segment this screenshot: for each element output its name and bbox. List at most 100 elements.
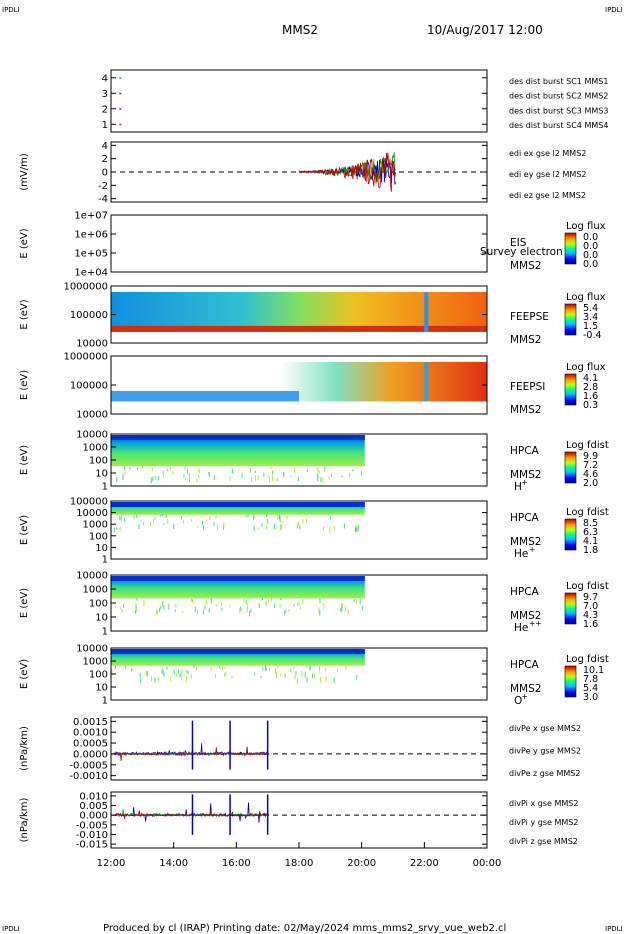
y-axis-label: E (eV) bbox=[19, 659, 30, 689]
speckle bbox=[160, 513, 162, 517]
time-axis: 12:00 14:00 16:00 18:00 20:00 22:00 00:00 bbox=[97, 842, 501, 869]
speckle bbox=[119, 526, 121, 532]
speckle bbox=[318, 470, 320, 474]
speckle bbox=[193, 664, 195, 668]
speckle bbox=[270, 465, 272, 470]
panel-edi: 4 2 0 -2 -4 (mV/m) edi ex gse l2 MMS2 edi ey gs… bbox=[19, 141, 587, 205]
speckle bbox=[143, 600, 145, 606]
speckle bbox=[245, 515, 247, 518]
y-axis-label: E (eV) bbox=[19, 228, 30, 258]
speckle bbox=[341, 475, 343, 478]
legend-entry: des dist burst SC3 MMS3 bbox=[509, 106, 608, 115]
colorbar-tick: 4.1 bbox=[583, 536, 598, 547]
species-label: H bbox=[514, 481, 522, 493]
speckle bbox=[243, 598, 245, 602]
speckle bbox=[328, 475, 330, 480]
speckle bbox=[268, 598, 270, 603]
speckle bbox=[122, 474, 124, 481]
speckle bbox=[298, 601, 300, 606]
speckle bbox=[174, 609, 176, 612]
xtick-label: 18:00 bbox=[285, 858, 314, 869]
speckle bbox=[221, 608, 223, 612]
speckle bbox=[169, 467, 171, 470]
panel-feepse: 1000000 100000 10000 E (eV) FEEPSE MMS2 Log fl… bbox=[19, 282, 606, 350]
speckle bbox=[301, 670, 303, 677]
speckle bbox=[188, 473, 190, 479]
speckle bbox=[297, 476, 299, 482]
species-label: He bbox=[514, 622, 528, 634]
speckle bbox=[306, 518, 308, 524]
speckle bbox=[231, 468, 233, 473]
speckle bbox=[229, 475, 231, 481]
speckle bbox=[145, 670, 147, 677]
speckle bbox=[329, 516, 331, 520]
ytick-label: -0.010 bbox=[76, 830, 108, 841]
speckle bbox=[294, 467, 296, 473]
speckle bbox=[318, 607, 320, 613]
spectrogram-band bbox=[111, 391, 299, 402]
y-axis-label: E (eV) bbox=[19, 588, 30, 618]
colorbar-tick: 5.4 bbox=[583, 303, 598, 314]
series-line-2 bbox=[113, 810, 268, 820]
panel-label: MMS2 bbox=[510, 469, 541, 481]
ytick-label: -4 bbox=[98, 194, 108, 205]
speckle bbox=[319, 610, 321, 616]
panel-frame bbox=[110, 69, 488, 133]
speckle bbox=[296, 603, 298, 606]
panel-label: HPCA bbox=[510, 659, 540, 671]
speckle bbox=[136, 598, 138, 601]
y-axis-label: E (eV) bbox=[19, 515, 30, 545]
speckle bbox=[253, 525, 255, 531]
speckle bbox=[182, 520, 184, 524]
speckle bbox=[161, 513, 163, 517]
speckle bbox=[124, 471, 126, 475]
speckle bbox=[325, 675, 327, 682]
species-charge: + bbox=[522, 478, 528, 487]
panel-label: FEEPSE bbox=[510, 311, 549, 323]
colorbar-tick: 0.0 bbox=[583, 259, 598, 270]
speckle bbox=[337, 668, 339, 673]
speckle bbox=[121, 608, 123, 613]
panel-label: HPCA bbox=[510, 445, 540, 457]
speckle bbox=[214, 673, 216, 678]
speckle bbox=[223, 522, 225, 527]
speckle bbox=[146, 671, 148, 677]
speckle bbox=[222, 664, 224, 670]
speckle bbox=[251, 477, 253, 482]
speckle bbox=[186, 468, 188, 475]
speckle bbox=[320, 677, 322, 683]
speckle bbox=[279, 603, 281, 608]
speckle bbox=[264, 665, 266, 672]
speckle bbox=[224, 673, 226, 677]
speckle bbox=[228, 605, 230, 608]
colorbar bbox=[564, 373, 577, 406]
speckle bbox=[182, 610, 184, 614]
spectrogram-band bbox=[424, 362, 429, 402]
colorbar-title: Log fdist bbox=[566, 440, 609, 451]
speckle bbox=[149, 521, 151, 526]
spectrogram bbox=[111, 435, 365, 467]
speckle bbox=[157, 610, 159, 614]
panel-des: 1 2 3 4 des dist burst SC1 MMS1 des dist burs… bbox=[102, 69, 608, 133]
speckle bbox=[290, 475, 292, 478]
speckle bbox=[343, 523, 345, 529]
speckle bbox=[341, 603, 343, 609]
series-line-1 bbox=[298, 152, 396, 182]
ytick-label: 2 bbox=[102, 154, 108, 165]
speckle bbox=[199, 470, 201, 473]
speckle bbox=[265, 601, 267, 606]
ytick-label: 0.0000 bbox=[73, 749, 108, 760]
speckle bbox=[356, 526, 358, 532]
speckle bbox=[152, 476, 154, 481]
colorbar-tick: 1.5 bbox=[583, 321, 598, 332]
speckle bbox=[280, 523, 282, 530]
speckle bbox=[208, 472, 210, 478]
panel-label: FEEPSI bbox=[510, 381, 545, 393]
colorbar-tick: -0.4 bbox=[583, 330, 602, 341]
ytick-label: 1000 bbox=[83, 443, 108, 454]
colorbar bbox=[564, 518, 577, 551]
speckle bbox=[280, 524, 282, 530]
speckle bbox=[140, 519, 142, 522]
legend-entry: divPe y gse MMS2 bbox=[509, 747, 581, 756]
